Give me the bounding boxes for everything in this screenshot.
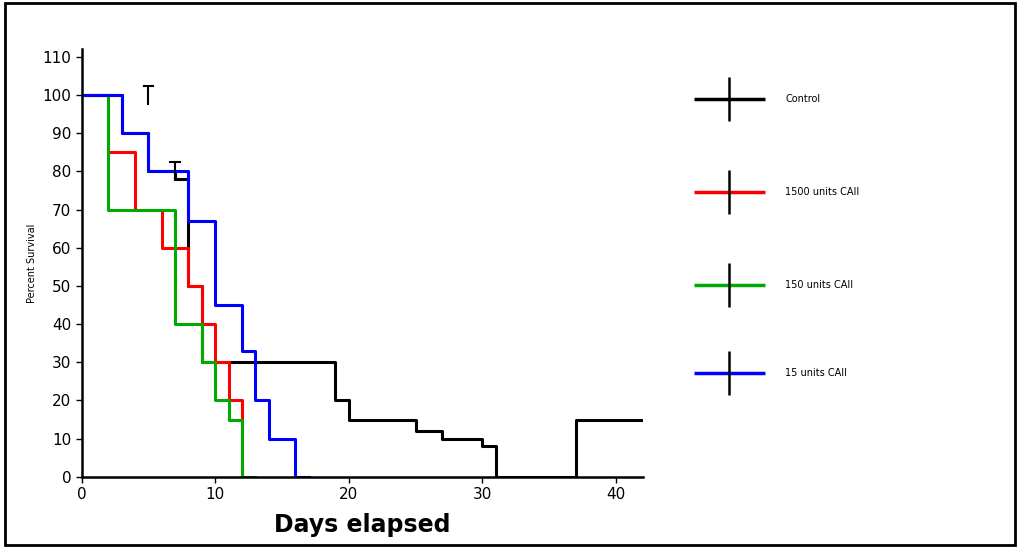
X-axis label: Days elapsed: Days elapsed [273,513,450,537]
Text: 15 units CAII: 15 units CAII [785,368,847,378]
Text: Control: Control [785,94,819,104]
Y-axis label: Percent Survival: Percent Survival [26,224,37,302]
Text: 1500 units CAII: 1500 units CAII [785,187,859,197]
Text: 150 units CAII: 150 units CAII [785,280,853,290]
